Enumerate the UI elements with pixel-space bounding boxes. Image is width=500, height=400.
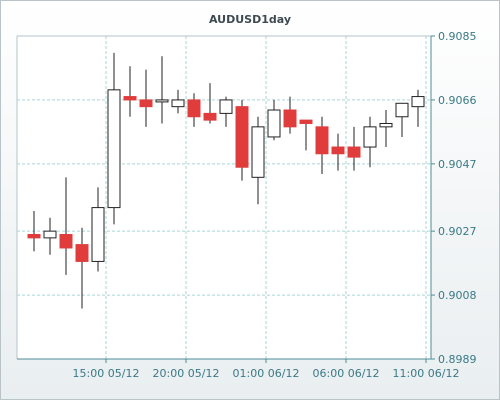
candle-body-up xyxy=(43,230,57,239)
candle-body-down xyxy=(315,126,329,155)
candle xyxy=(91,187,105,272)
candle xyxy=(171,89,185,114)
candle-body-up xyxy=(379,122,393,128)
candle-body-down xyxy=(75,244,89,262)
candle xyxy=(27,210,41,252)
candle xyxy=(251,116,265,205)
candle xyxy=(379,110,393,148)
candle xyxy=(331,133,345,171)
candle-body-down xyxy=(139,99,153,108)
candle-body-down xyxy=(203,112,217,121)
candle-body-down xyxy=(27,234,41,239)
chart-title: AUDUSD1day xyxy=(208,13,291,26)
x-tick-label: 20:00 05/12 xyxy=(153,367,220,380)
candle xyxy=(139,69,153,127)
candle xyxy=(155,56,169,124)
candle-body-down xyxy=(235,106,249,168)
candle xyxy=(187,93,201,127)
candle-body-up xyxy=(91,207,105,262)
candle xyxy=(267,99,281,141)
x-tick-label: 15:00 05/12 xyxy=(73,367,140,380)
candle-body-down xyxy=(299,119,313,124)
candle xyxy=(107,52,121,225)
y-tick-label: 0.8989 xyxy=(438,353,477,366)
candle-body-down xyxy=(59,234,73,249)
axes xyxy=(16,35,432,360)
candle xyxy=(235,99,249,181)
x-tick-label: 11:00 06/12 xyxy=(393,367,460,380)
y-tick-label: 0.9008 xyxy=(438,289,477,302)
candle-body-up xyxy=(155,99,169,103)
candle xyxy=(315,116,329,174)
y-tick-label: 0.9085 xyxy=(438,30,477,43)
plot-area xyxy=(17,36,431,359)
candle xyxy=(123,66,137,117)
candle xyxy=(299,119,313,151)
candle-body-up xyxy=(411,96,425,108)
candle-body-up xyxy=(363,126,377,148)
candles xyxy=(27,52,425,309)
y-tick-label: 0.9066 xyxy=(438,94,477,107)
candle-body-up xyxy=(251,126,265,178)
candle xyxy=(43,217,57,255)
x-axis-ticks: 15:00 05/12 20:00 05/12 01:00 06/12 06:00 0… xyxy=(73,359,460,380)
y-tick-label: 0.9047 xyxy=(438,158,477,171)
candle-body-up xyxy=(219,99,233,114)
candle xyxy=(59,177,73,275)
x-tick-label: 01:00 06/12 xyxy=(233,367,300,380)
candle-body-up xyxy=(171,99,185,108)
candle-body-down xyxy=(347,146,361,158)
candle-body-down xyxy=(123,96,137,101)
candle xyxy=(219,96,233,127)
candle xyxy=(411,89,425,127)
candle xyxy=(283,96,297,134)
y-axis-ticks: 0.9085 0.9066 0.9047 0.9027 0.9008 0.8989 xyxy=(431,30,477,366)
candle-body-up xyxy=(267,109,281,138)
candle xyxy=(203,83,217,124)
candle xyxy=(363,116,377,168)
candle-body-down xyxy=(331,146,345,155)
candle xyxy=(75,227,89,309)
candle-body-up xyxy=(107,89,121,209)
x-tick-label: 06:00 06/12 xyxy=(313,367,380,380)
candle-body-down xyxy=(283,109,297,128)
y-tick-label: 0.9027 xyxy=(438,225,477,238)
candle xyxy=(395,102,409,137)
candle-body-down xyxy=(187,99,201,118)
candle xyxy=(347,126,361,171)
candle-body-up xyxy=(395,102,409,118)
